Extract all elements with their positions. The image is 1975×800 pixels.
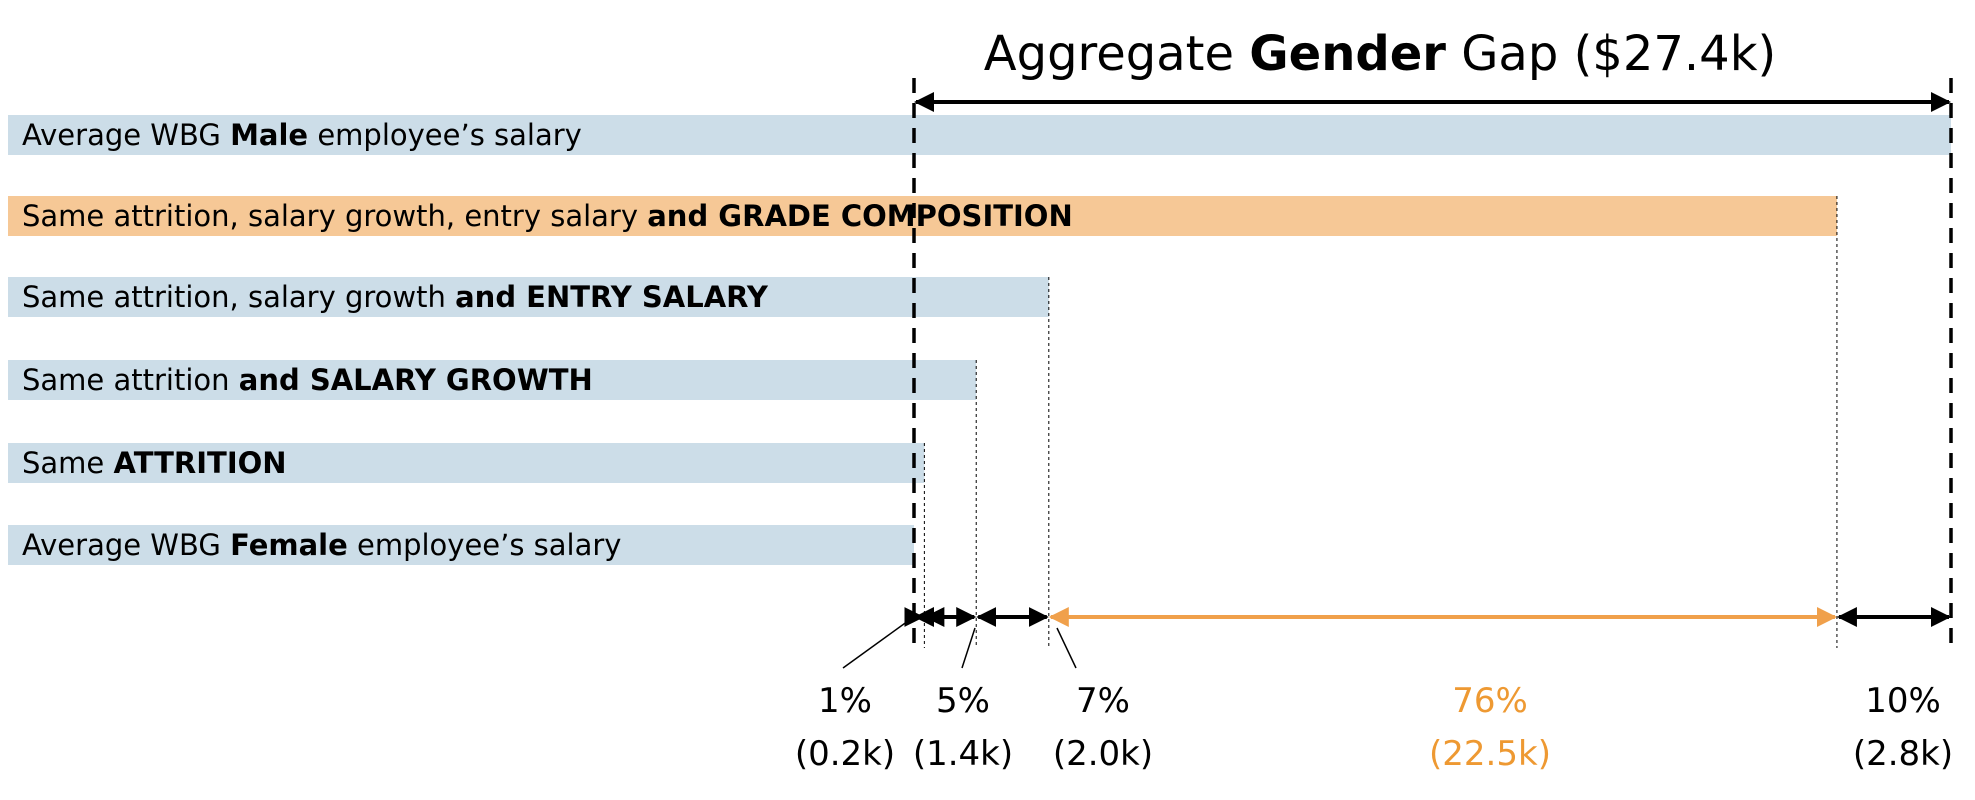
- bar-3: [8, 360, 977, 400]
- bar-label-0: Average WBG Male employee’s salary: [22, 118, 582, 152]
- segment-value-label-3: (22.5k): [1429, 734, 1551, 774]
- bar-4: [8, 443, 925, 483]
- bar-label-text: Same: [22, 446, 114, 480]
- bar-label-text: Same attrition, salary growth, entry sal…: [22, 199, 647, 233]
- leader-line-2: [1056, 627, 1077, 669]
- chart-title: Aggregate Gender Gap ($27.4k): [984, 26, 1776, 82]
- segment-pct-label-3: 76%: [1452, 681, 1528, 721]
- bar-label-2: Same attrition, salary growth and ENTRY …: [22, 280, 769, 314]
- bar-label-1: Same attrition, salary growth, entry sal…: [22, 199, 1073, 233]
- bar-label-4: Same ATTRITION: [22, 446, 287, 480]
- segment-value-label-0: (0.2k): [795, 734, 895, 774]
- bar-label-text: Average WBG: [22, 118, 230, 152]
- bar-label-bold: Male: [230, 118, 308, 152]
- bar-5: [8, 525, 914, 565]
- segment-pct-label-0: 1%: [818, 681, 872, 721]
- bar-label-bold: Female: [230, 528, 348, 562]
- bars-group: Average WBG Male employee’s salary Same a…: [8, 115, 1951, 565]
- bar-label-text: Same attrition: [22, 363, 239, 397]
- bar-label-bold: and GRADE COMPOSITION: [647, 199, 1073, 233]
- bar-label-bold: and SALARY GROWTH: [239, 363, 593, 397]
- bar-label-text: employee’s salary: [348, 528, 622, 562]
- segment-value-label-2: (2.0k): [1053, 734, 1153, 774]
- bar-label-text: employee’s salary: [308, 118, 582, 152]
- leader-line-1: [961, 627, 976, 669]
- bar-1: [8, 196, 1837, 236]
- bar-0: [8, 115, 1951, 155]
- segments-group: 1% (0.2k) 5% (1.4k) 7% (2.0k) 76% (22.5k) 10% (2.…: [795, 92, 1953, 774]
- bar-label-text: Same attrition, salary growth: [22, 280, 455, 314]
- leader-line-0: [842, 620, 909, 669]
- segment-pct-label-4: 10%: [1865, 681, 1941, 721]
- guides-group: [912, 78, 1953, 648]
- bar-label-5: Average WBG Female employee’s salary: [22, 528, 621, 562]
- bar-label-bold: and ENTRY SALARY: [455, 280, 769, 314]
- bar-label-text: Average WBG: [22, 528, 230, 562]
- bar-label-bold: ATTRITION: [114, 446, 287, 480]
- segment-value-label-1: (1.4k): [913, 734, 1013, 774]
- segment-value-label-4: (2.8k): [1853, 734, 1953, 774]
- bar-label-3: Same attrition and SALARY GROWTH: [22, 363, 593, 397]
- segment-pct-label-1: 5%: [936, 681, 990, 721]
- bar-2: [8, 277, 1049, 317]
- segment-pct-label-2: 7%: [1076, 681, 1130, 721]
